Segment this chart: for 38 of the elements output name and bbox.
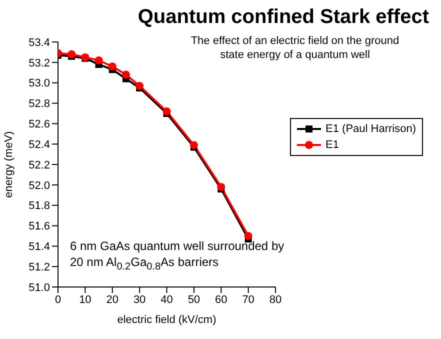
x-tick-label: 40 [160, 294, 173, 306]
y-tick-label: 52.6 [28, 118, 50, 131]
y-tick-label: 52.0 [28, 180, 50, 192]
y-tick-label: 52.2 [28, 159, 50, 172]
point [190, 141, 198, 150]
x-tick-label: 50 [188, 294, 200, 306]
y-tick-label: 53.0 [28, 78, 50, 90]
chart-title: Quantum confined Stark effect [138, 6, 429, 29]
x-tick-label: 0 [54, 294, 62, 306]
x-tick-label: 30 [133, 294, 146, 306]
y-axis-title: energy (meV) [2, 131, 15, 198]
point [136, 82, 144, 90]
point [244, 232, 252, 240]
y-tick-label: 53.4 [28, 36, 50, 49]
x-tick-label: 20 [106, 294, 119, 306]
y-tick-label: 52.8 [28, 98, 50, 110]
x-tick-label: 70 [242, 294, 254, 306]
legend-label: E1 [326, 138, 339, 153]
legend-label: E1 (Paul Harrison) [326, 122, 416, 137]
x-tick-label: 60 [215, 294, 228, 306]
x-tick-label: 10 [79, 294, 92, 306]
y-tick-label: 53.2 [28, 57, 50, 70]
annotation: 6 nm GaAs quantum well surrounded by 20 nm Al$_{0.2}$Ga$_{0.8}$As barriers [70, 238, 286, 274]
x-axis-title: electric field (kV/cm) [117, 314, 216, 326]
x-tick-label: 80 [269, 294, 282, 306]
point [94, 56, 103, 64]
point [217, 182, 226, 191]
point [68, 50, 76, 58]
y-tick-label: 52.4 [28, 138, 50, 151]
chart-subtitle: The effect of an electric field on the ground state energy of a quantum well [190, 34, 400, 62]
y-tick-label: 51.0 [28, 282, 50, 294]
y-tick-label: 51.6 [28, 220, 50, 233]
point [108, 62, 116, 70]
point [122, 70, 130, 79]
y-tick-label: 51.2 [28, 261, 50, 274]
y-tick-label: 51.8 [28, 200, 50, 212]
y-tick-label: 51.4 [28, 241, 50, 254]
point [162, 107, 171, 116]
